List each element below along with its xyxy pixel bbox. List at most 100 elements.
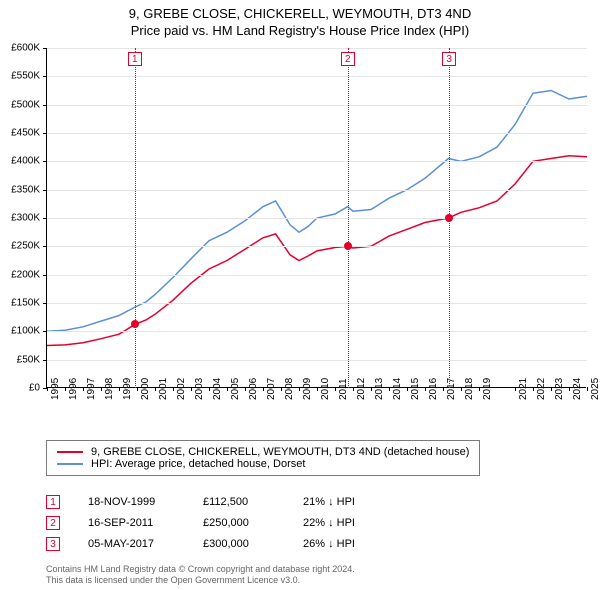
x-tick — [173, 387, 174, 391]
x-tick — [65, 387, 66, 391]
x-tick — [155, 387, 156, 391]
x-tick-label: 1997 — [86, 378, 97, 400]
transaction-price: £300,000 — [203, 538, 303, 550]
x-tick-label: 2014 — [392, 378, 403, 400]
x-tick-label: 2023 — [554, 378, 565, 400]
chart-subtitle: Price paid vs. HM Land Registry's House … — [0, 23, 600, 38]
transaction-marker: 2 — [46, 516, 60, 530]
x-tick — [227, 387, 228, 391]
y-tick — [43, 275, 47, 276]
y-tick — [43, 161, 47, 162]
gridline — [47, 76, 587, 77]
legend-swatch — [57, 451, 83, 453]
y-tick — [43, 360, 47, 361]
y-tick — [43, 190, 47, 191]
x-tick-label: 2024 — [572, 378, 583, 400]
x-tick-label: 1995 — [50, 378, 61, 400]
y-tick-label: £0 — [0, 383, 40, 394]
footer-attribution: Contains HM Land Registry data © Crown c… — [46, 564, 355, 587]
x-tick — [209, 387, 210, 391]
gridline — [47, 246, 587, 247]
x-tick-label: 2005 — [230, 378, 241, 400]
y-tick-label: £500K — [0, 99, 40, 110]
x-tick — [443, 387, 444, 391]
x-tick-label: 2021 — [518, 378, 529, 400]
transaction-marker: 1 — [46, 495, 60, 509]
x-tick-label: 2015 — [410, 378, 421, 400]
x-tick-label: 1998 — [104, 378, 115, 400]
transaction-row: 305-MAY-2017£300,00026% ↓ HPI — [46, 537, 355, 551]
marker-dot — [131, 320, 139, 328]
x-tick — [83, 387, 84, 391]
marker-line — [348, 48, 349, 388]
chart-area: £0£50K£100K£150K£200K£250K£300K£350K£400… — [46, 48, 586, 408]
y-tick-label: £300K — [0, 213, 40, 224]
y-tick-label: £400K — [0, 156, 40, 167]
x-tick-label: 1999 — [122, 378, 133, 400]
marker-box: 2 — [341, 52, 355, 66]
x-tick — [245, 387, 246, 391]
marker-box: 3 — [442, 52, 456, 66]
legend-swatch — [57, 463, 83, 465]
plot-area: £0£50K£100K£150K£200K£250K£300K£350K£400… — [46, 48, 586, 388]
y-tick-label: £150K — [0, 298, 40, 309]
y-tick-label: £200K — [0, 269, 40, 280]
y-tick-label: £50K — [0, 354, 40, 365]
gridline — [47, 331, 587, 332]
x-tick-label: 2009 — [302, 378, 313, 400]
x-tick-label: 2017 — [446, 378, 457, 400]
transaction-price: £112,500 — [203, 496, 303, 508]
x-tick — [479, 387, 480, 391]
y-tick-label: £350K — [0, 184, 40, 195]
y-tick — [43, 48, 47, 49]
x-tick — [425, 387, 426, 391]
gridline — [47, 218, 587, 219]
x-tick-label: 2013 — [374, 378, 385, 400]
x-tick-label: 2010 — [320, 378, 331, 400]
transaction-diff: 22% ↓ HPI — [303, 517, 355, 529]
legend: 9, GREBE CLOSE, CHICKERELL, WEYMOUTH, DT… — [46, 440, 480, 476]
gridline — [47, 133, 587, 134]
x-tick — [587, 387, 588, 391]
x-tick-label: 2019 — [482, 378, 493, 400]
x-tick-label: 2008 — [284, 378, 295, 400]
marker-box: 1 — [128, 52, 142, 66]
chart-title-block: 9, GREBE CLOSE, CHICKERELL, WEYMOUTH, DT… — [0, 0, 600, 40]
x-tick-label: 2001 — [158, 378, 169, 400]
marker-dot — [445, 214, 453, 222]
transaction-price: £250,000 — [203, 517, 303, 529]
y-tick-label: £600K — [0, 43, 40, 54]
footer-line-2: This data is licensed under the Open Gov… — [46, 575, 355, 587]
x-tick-label: 2007 — [266, 378, 277, 400]
y-tick-label: £550K — [0, 71, 40, 82]
series-line-hpi — [47, 91, 587, 332]
chart-title: 9, GREBE CLOSE, CHICKERELL, WEYMOUTH, DT… — [0, 6, 600, 21]
transaction-diff: 21% ↓ HPI — [303, 496, 355, 508]
x-tick-label: 2002 — [176, 378, 187, 400]
marker-line — [135, 48, 136, 388]
gridline — [47, 303, 587, 304]
legend-row: 9, GREBE CLOSE, CHICKERELL, WEYMOUTH, DT… — [57, 446, 469, 458]
x-tick-label: 2012 — [356, 378, 367, 400]
y-tick-label: £450K — [0, 128, 40, 139]
x-tick — [299, 387, 300, 391]
transactions-table: 118-NOV-1999£112,50021% ↓ HPI 2 16-SEP-201… — [46, 495, 355, 558]
gridline — [47, 190, 587, 191]
x-tick — [371, 387, 372, 391]
footer-line-1: Contains HM Land Registry data © Crown c… — [46, 564, 355, 576]
y-tick — [43, 105, 47, 106]
x-tick — [461, 387, 462, 391]
y-tick — [43, 218, 47, 219]
x-tick-label: 1996 — [68, 378, 79, 400]
x-tick-label: 2006 — [248, 378, 259, 400]
transaction-diff: 26% ↓ HPI — [303, 538, 355, 550]
x-tick-label: 2003 — [194, 378, 205, 400]
transaction-date: 16-SEP-2011 — [88, 517, 203, 529]
transaction-row: 118-NOV-1999£112,50021% ↓ HPI — [46, 495, 355, 509]
x-tick-label: 2022 — [536, 378, 547, 400]
x-tick-label: 2000 — [140, 378, 151, 400]
x-tick — [317, 387, 318, 391]
transaction-row: 2 16-SEP-2011£250,00022% ↓ HPI — [46, 516, 355, 530]
gridline — [47, 161, 587, 162]
x-tick — [119, 387, 120, 391]
